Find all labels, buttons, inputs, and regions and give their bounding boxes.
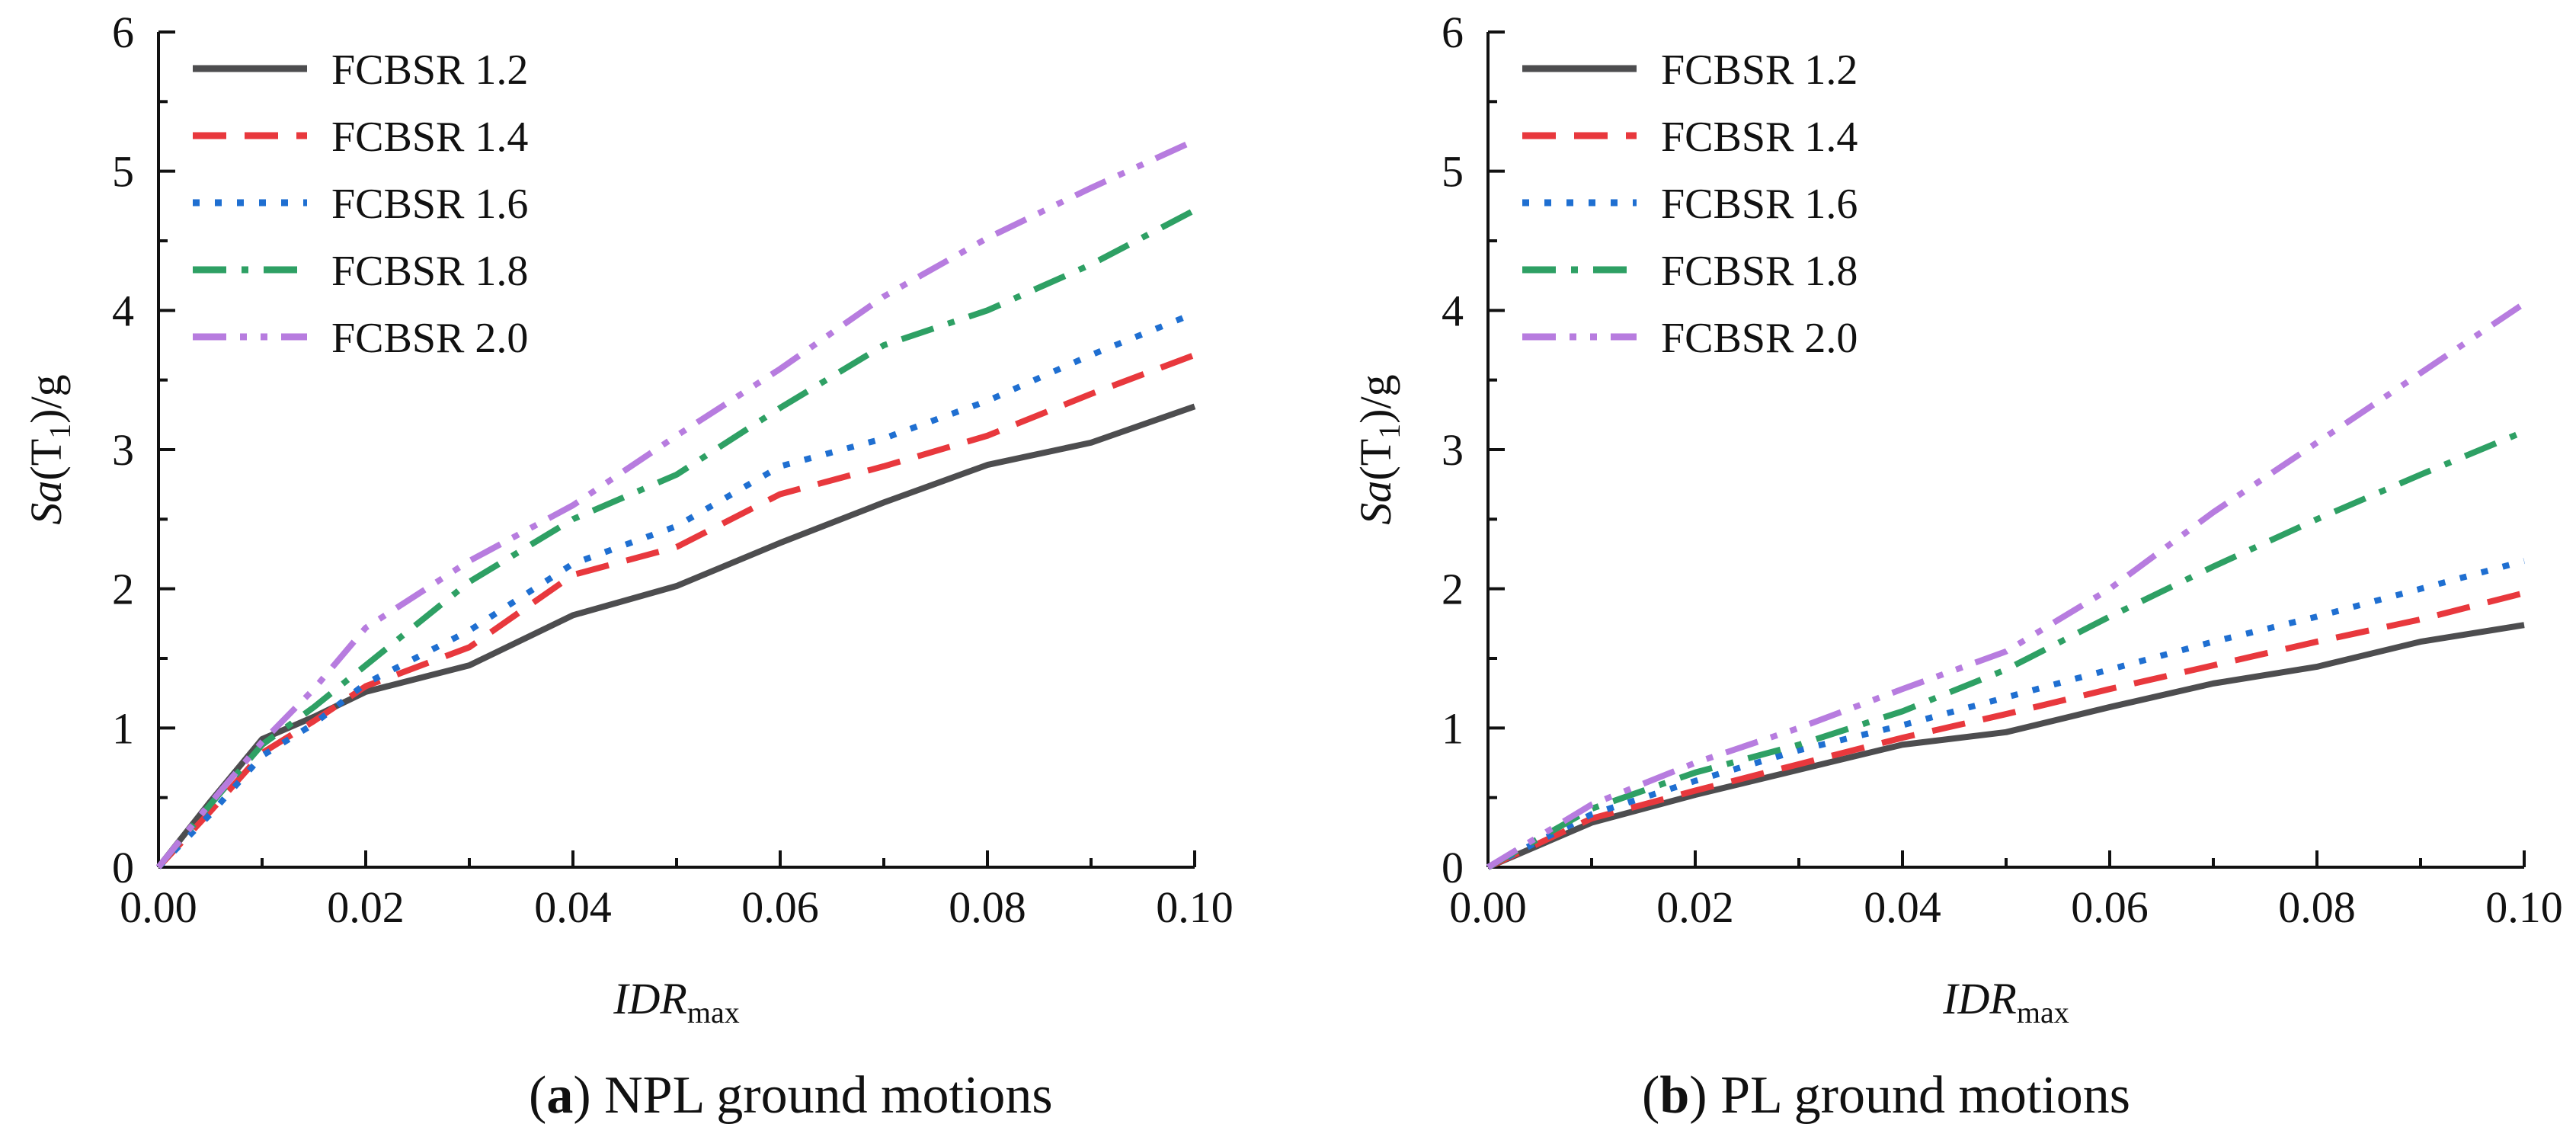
caption-paren-open: ( (1642, 1066, 1659, 1125)
y-tick-label: 6 (1442, 8, 1464, 57)
y-tick-label: 5 (112, 147, 134, 197)
legend-label: FCBSR 1.6 (1661, 181, 1858, 228)
y-tick-label: 2 (1442, 565, 1464, 614)
y-tick-label: 3 (1442, 425, 1464, 475)
legend-label: FCBSR 1.6 (331, 181, 528, 228)
y-tick-label: 4 (1442, 286, 1464, 335)
series-line-fcbsr-1-4 (156, 352, 1196, 869)
x-axis-label-sub: max (2017, 995, 2069, 1030)
caption-text: PL ground motions (1720, 1066, 2130, 1125)
y-axis-label-sub: 1 (43, 424, 77, 439)
x-tick-label: 0.02 (327, 882, 405, 932)
y-tick-label: 3 (112, 425, 134, 475)
y-tick-label: 4 (112, 286, 134, 335)
y-axis-label-sub: 1 (1372, 424, 1406, 439)
x-axis-label-main: IDR (613, 974, 687, 1023)
x-axis-label: IDRmax (1942, 974, 2069, 1030)
x-tick-label: 0.04 (534, 882, 612, 932)
caption-paren-close: ) (1689, 1066, 1720, 1125)
series-line-fcbsr-1-8 (155, 207, 1196, 869)
legend-label: FCBSR 1.4 (331, 114, 528, 161)
x-tick-label: 0.08 (949, 882, 1026, 932)
y-tick-label: 5 (1442, 147, 1464, 197)
y-tick-label: 2 (112, 565, 134, 614)
series-line-fcbsr-2-0 (155, 137, 1196, 869)
caption-text: NPL ground motions (604, 1066, 1053, 1125)
x-axis-label-main: IDR (1942, 974, 2017, 1023)
x-tick-label: 0.10 (1156, 882, 1234, 932)
caption-letter: b (1659, 1066, 1689, 1125)
caption-letter: a (546, 1066, 573, 1125)
series-line-fcbsr-1-2 (155, 403, 1196, 869)
panel-caption: (b) PL ground motions (1642, 1066, 2130, 1125)
x-tick-label: 0.00 (120, 882, 197, 932)
x-tick-label: 0.02 (1656, 882, 1734, 932)
y-axis-label-main: Sa (21, 481, 71, 525)
y-axis-label: Sa(T1)/g (1351, 374, 1406, 524)
x-tick-label: 0.10 (2485, 882, 2563, 932)
y-tick-label: 0 (112, 843, 134, 892)
panel-caption: (a) NPL ground motions (529, 1066, 1053, 1125)
legend-label: FCBSR 1.4 (1661, 114, 1858, 161)
series-line-fcbsr-1-4 (1486, 590, 2525, 870)
y-axis-label: Sa(T1)/g (21, 374, 77, 524)
x-tick-label: 0.08 (2278, 882, 2356, 932)
y-tick-label: 6 (112, 8, 134, 57)
y-tick-label: 1 (1442, 703, 1464, 753)
legend-label: FCBSR 1.8 (1661, 248, 1858, 295)
y-axis-label-open: (T (21, 439, 71, 481)
y-axis-label-main: Sa (1351, 481, 1400, 525)
x-tick-label: 0.06 (2071, 882, 2149, 932)
series-line-fcbsr-1-8 (1486, 428, 2526, 870)
caption-paren-open: ( (529, 1066, 546, 1125)
y-tick-label: 0 (1442, 843, 1464, 892)
series-line-fcbsr-2-0 (1486, 300, 2526, 870)
legend-label: FCBSR 1.8 (331, 248, 528, 295)
legend-label: FCBSR 2.0 (1661, 315, 1858, 362)
x-tick-label: 0.06 (741, 882, 819, 932)
legend-label: FCBSR 1.2 (331, 46, 528, 94)
y-axis-label-rest: )/g (21, 374, 71, 423)
panel-b: 0.00 0.02 0.04 0.06 0.08 0.10 0 1 2 3 4 5 6 FCBSR 1.2… (1351, 8, 2563, 1125)
series-line-fcbsr-1-6 (156, 310, 1196, 869)
caption-paren-close: ) (573, 1066, 604, 1125)
y-axis-label-open: (T (1351, 439, 1400, 481)
x-axis-label-sub: max (687, 995, 740, 1030)
y-tick-label: 1 (112, 703, 134, 753)
series-line-fcbsr-1-2 (1486, 622, 2525, 870)
legend-label: FCBSR 2.0 (331, 315, 528, 362)
x-tick-label: 0.00 (1449, 882, 1527, 932)
x-axis-label: IDRmax (613, 974, 740, 1030)
x-tick-label: 0.04 (1864, 882, 1941, 932)
legend-label: FCBSR 1.2 (1661, 46, 1858, 94)
y-axis-label-rest: )/g (1351, 374, 1400, 423)
panel-a: 0.00 0.02 0.04 0.06 0.08 0.10 0 1 2 3 4 5 6 FCBSR 1.2… (21, 8, 1234, 1125)
